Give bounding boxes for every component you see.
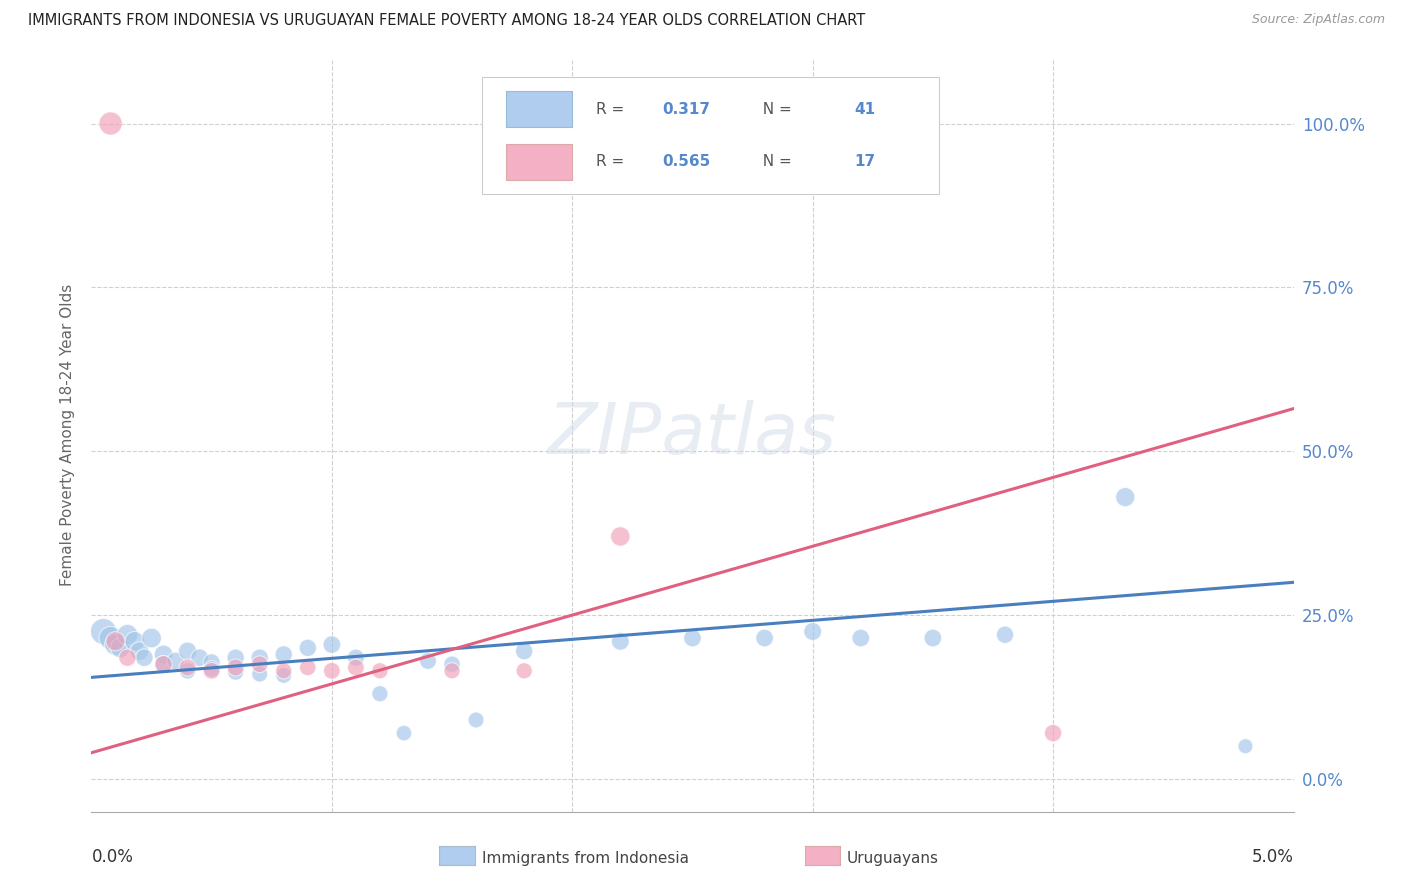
Point xyxy=(392,726,415,740)
Point xyxy=(368,687,391,701)
Text: R =: R = xyxy=(596,102,630,117)
Text: 0.565: 0.565 xyxy=(662,154,710,169)
Point xyxy=(201,664,224,678)
Point xyxy=(344,660,367,674)
Text: Source: ZipAtlas.com: Source: ZipAtlas.com xyxy=(1251,13,1385,27)
Point xyxy=(152,657,174,672)
Point xyxy=(100,631,122,645)
Point xyxy=(297,640,319,655)
Text: ZIPatlas: ZIPatlas xyxy=(548,401,837,469)
Point xyxy=(849,631,872,645)
Point xyxy=(801,624,824,639)
Point xyxy=(1234,739,1257,754)
Point xyxy=(201,662,224,676)
Point xyxy=(110,640,132,655)
Point xyxy=(152,648,174,662)
Point xyxy=(176,660,198,674)
Point xyxy=(344,650,367,665)
Point xyxy=(321,664,343,678)
Point xyxy=(368,664,391,678)
Point xyxy=(513,644,536,658)
Point xyxy=(273,648,295,662)
Point xyxy=(201,655,224,669)
Text: IMMIGRANTS FROM INDONESIA VS URUGUAYAN FEMALE POVERTY AMONG 18-24 YEAR OLDS CORR: IMMIGRANTS FROM INDONESIA VS URUGUAYAN F… xyxy=(28,13,865,29)
Point xyxy=(188,650,211,665)
FancyBboxPatch shape xyxy=(506,91,572,128)
Point xyxy=(249,657,271,672)
Point xyxy=(681,631,703,645)
Point xyxy=(1114,490,1136,504)
Text: N =: N = xyxy=(752,102,796,117)
Point xyxy=(176,664,198,678)
Point xyxy=(249,650,271,665)
Point xyxy=(165,654,187,668)
Point xyxy=(117,628,139,642)
Point xyxy=(273,668,295,682)
Point xyxy=(141,631,163,645)
Point xyxy=(440,657,463,672)
Point xyxy=(416,654,439,668)
Point xyxy=(513,664,536,678)
Point xyxy=(994,628,1017,642)
Text: 5.0%: 5.0% xyxy=(1251,847,1294,866)
Point xyxy=(1042,726,1064,740)
Text: 41: 41 xyxy=(855,102,876,117)
Point xyxy=(297,660,319,674)
Point xyxy=(754,631,776,645)
FancyBboxPatch shape xyxy=(482,77,939,194)
Text: 0.317: 0.317 xyxy=(662,102,710,117)
Point xyxy=(225,660,247,674)
Point xyxy=(273,664,295,678)
Point xyxy=(124,634,146,648)
Point xyxy=(134,650,156,665)
Point xyxy=(609,634,631,648)
Text: Uruguayans: Uruguayans xyxy=(846,851,939,865)
Text: N =: N = xyxy=(752,154,796,169)
Text: R =: R = xyxy=(596,154,630,169)
Point xyxy=(104,638,127,652)
Text: 0.0%: 0.0% xyxy=(91,847,134,866)
Point xyxy=(922,631,945,645)
Y-axis label: Female Poverty Among 18-24 Year Olds: Female Poverty Among 18-24 Year Olds xyxy=(60,284,76,586)
Point xyxy=(176,644,198,658)
Point xyxy=(249,667,271,681)
Point xyxy=(104,634,127,648)
Point xyxy=(225,665,247,679)
Point xyxy=(152,657,174,672)
Point xyxy=(321,638,343,652)
Point xyxy=(93,624,115,639)
Point xyxy=(100,116,122,130)
Text: 17: 17 xyxy=(855,154,876,169)
Point xyxy=(609,529,631,543)
Point xyxy=(225,650,247,665)
Point xyxy=(440,664,463,678)
Text: Immigrants from Indonesia: Immigrants from Indonesia xyxy=(482,851,689,865)
Point xyxy=(117,650,139,665)
Point xyxy=(128,644,150,658)
Point xyxy=(465,713,488,727)
FancyBboxPatch shape xyxy=(506,144,572,180)
